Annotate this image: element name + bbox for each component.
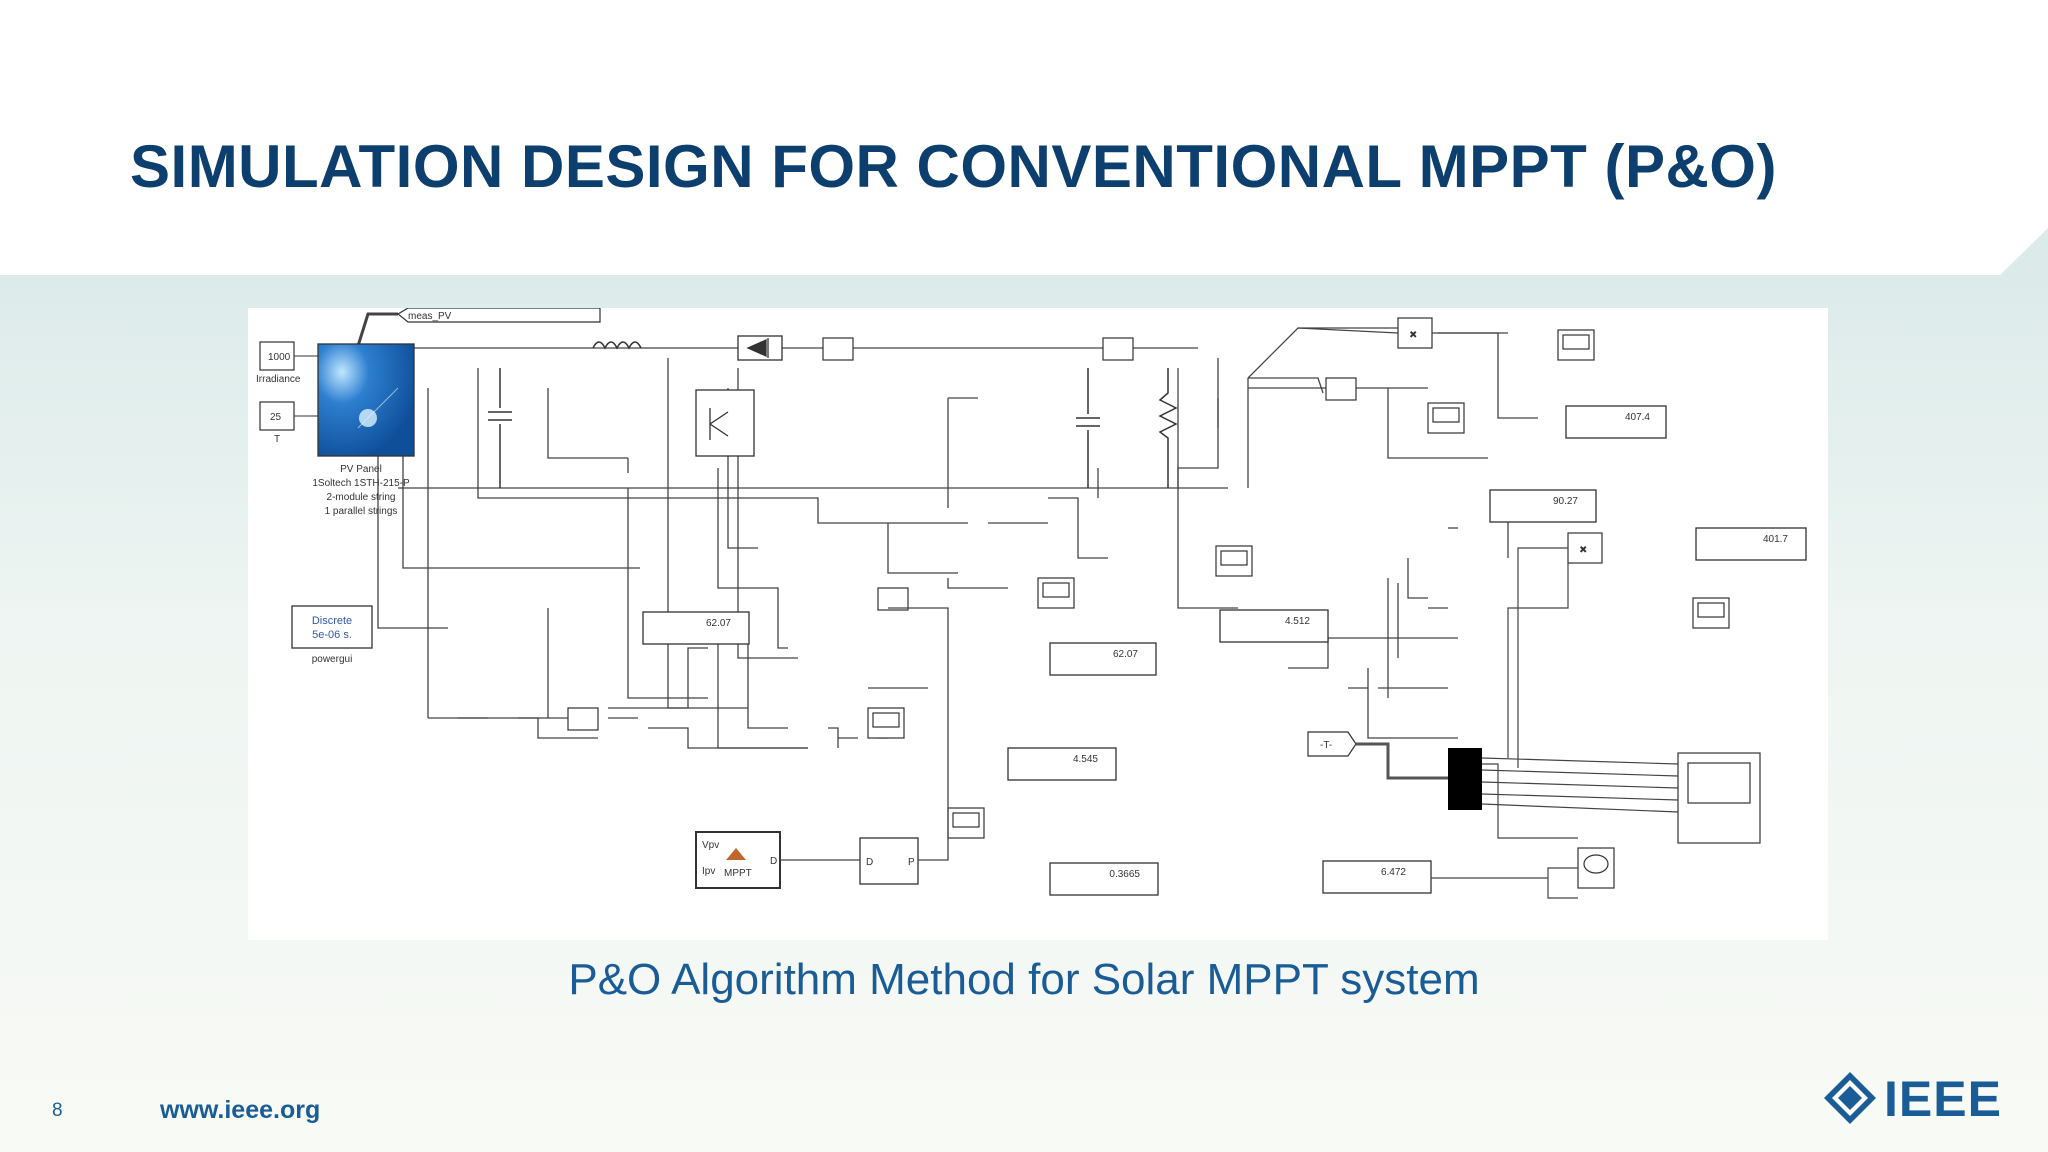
svg-text:×: × bbox=[1580, 544, 1586, 556]
display-ipv: 4.545 bbox=[1073, 754, 1098, 765]
capacitor-icon bbox=[488, 368, 1100, 488]
svg-text:powergui: powergui bbox=[312, 654, 353, 665]
diode-icon bbox=[737, 335, 783, 361]
svg-text:×: × bbox=[1410, 329, 1416, 341]
goto-tag: meas_PV bbox=[396, 308, 601, 323]
display-duty: 0.3665 bbox=[1109, 869, 1140, 880]
mppt-block[interactable]: Vpv Ipv D MPPT bbox=[695, 831, 781, 889]
svg-text:-T-: -T- bbox=[1320, 740, 1332, 751]
band-corner bbox=[2000, 228, 2048, 275]
display-current-out: 4.512 bbox=[1285, 616, 1310, 627]
temperature-constant: 25 T bbox=[259, 401, 318, 445]
pv-panel-name: PV Panel bbox=[340, 464, 382, 475]
logo-text: IEEE bbox=[1884, 1071, 2002, 1127]
svg-text:Vpv: Vpv bbox=[702, 840, 719, 851]
slide-title: SIMULATION DESIGN FOR CONVENTIONAL MPPT … bbox=[130, 133, 1777, 200]
from-tag: -T- bbox=[1307, 731, 1448, 780]
ieee-logo: IEEE bbox=[1822, 1070, 2006, 1128]
irradiance-constant: 1000 Irradiance bbox=[256, 341, 318, 385]
display-misc: 6.472 bbox=[1381, 867, 1406, 878]
pv-panel-line2: 2-module string bbox=[327, 492, 396, 503]
ieee-diamond-icon bbox=[1824, 1072, 1876, 1124]
display-power-out: 407.4 bbox=[1625, 412, 1650, 423]
svg-text:meas_PV: meas_PV bbox=[408, 311, 452, 322]
page-number: 8 bbox=[52, 1100, 63, 1121]
inductor-icon bbox=[592, 341, 642, 350]
display-vpv: 62.07 bbox=[706, 618, 731, 629]
svg-text:T: T bbox=[274, 434, 280, 445]
pv-panel-line3: 1 parallel strings bbox=[325, 506, 398, 517]
svg-text:Irradiance: Irradiance bbox=[256, 374, 301, 385]
svg-text:1000: 1000 bbox=[268, 352, 291, 363]
figure-caption: P&O Algorithm Method for Solar MPPT syst… bbox=[568, 955, 1480, 1004]
resistor-icon bbox=[1158, 368, 1178, 488]
pv-panel-icon[interactable] bbox=[317, 343, 415, 457]
display-voltage-out: 90.27 bbox=[1553, 496, 1578, 507]
simulink-diagram: × × 407.4 bbox=[248, 308, 1828, 940]
powergui-block[interactable]: Discrete 5e-06 s. powergui bbox=[291, 605, 373, 665]
display-power-load: 401.7 bbox=[1763, 534, 1788, 545]
svg-text:Discrete: Discrete bbox=[312, 615, 352, 627]
display-vpv-2: 62.07 bbox=[1113, 649, 1138, 660]
website-link[interactable]: www.ieee.org bbox=[160, 1096, 321, 1124]
igbt-icon bbox=[695, 389, 755, 457]
svg-text:MPPT: MPPT bbox=[724, 868, 752, 879]
pv-panel-line1: 1Soltech 1STH-215-P bbox=[312, 478, 410, 489]
pwm-block[interactable]: D P bbox=[859, 837, 919, 885]
measurement-blocks bbox=[567, 337, 1357, 731]
svg-text:D: D bbox=[770, 856, 777, 867]
bus-block bbox=[1448, 748, 1482, 810]
svg-text:Ipv: Ipv bbox=[702, 866, 715, 877]
svg-text:P: P bbox=[908, 857, 915, 868]
scope-icon bbox=[867, 329, 1761, 889]
display-boxes[interactable] bbox=[642, 405, 1807, 896]
svg-text:5e-06 s.: 5e-06 s. bbox=[312, 629, 352, 641]
svg-text:D: D bbox=[866, 857, 873, 868]
svg-text:25: 25 bbox=[270, 412, 282, 423]
